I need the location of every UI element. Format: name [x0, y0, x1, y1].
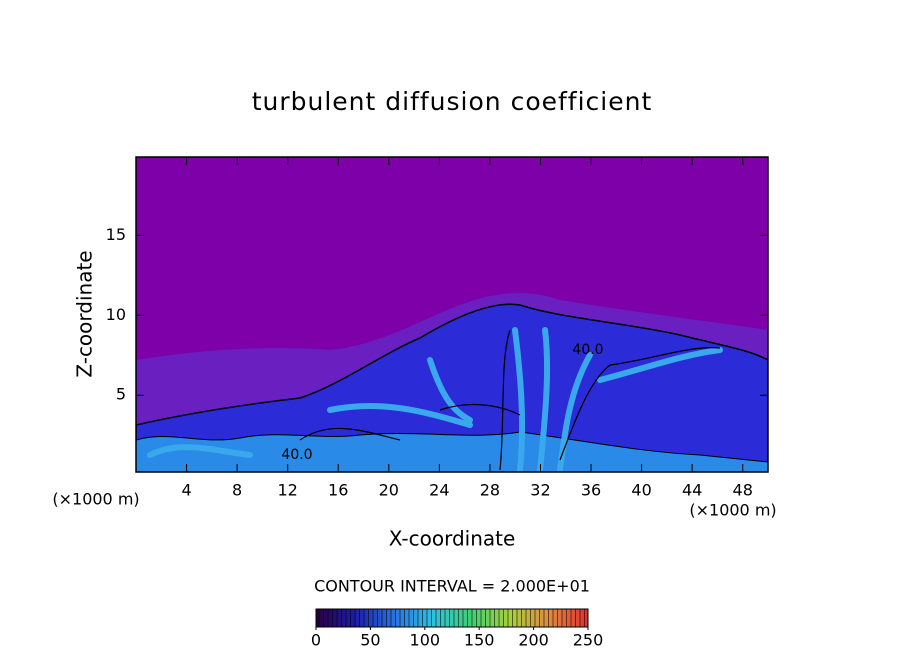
x-tick-label: 4 [181, 481, 191, 500]
colorbar-tick-label: 250 [573, 631, 604, 650]
colorbar-tick-label: 50 [360, 631, 380, 650]
x-unit: (×1000 m) [689, 501, 776, 520]
chart-title: turbulent diffusion coefficient [252, 87, 653, 116]
field-region [136, 303, 768, 472]
x-tick-label: 48 [733, 481, 753, 500]
field-region [136, 431, 768, 472]
x-tick-label: 40 [631, 481, 651, 500]
x-axis-label: X-coordinate [389, 527, 516, 551]
x-tick-label: 16 [328, 481, 348, 500]
colorbar-tick-label: 100 [410, 631, 441, 650]
contour-label: 40.0 [281, 447, 312, 463]
x-tick-label: 20 [379, 481, 399, 500]
x-tick-label: 32 [530, 481, 550, 500]
contour-lines [299, 329, 721, 471]
x-tick-label: 44 [682, 481, 702, 500]
x-tick-label: 12 [278, 481, 298, 500]
colorbar [315, 608, 589, 628]
x-tick-label: 8 [232, 481, 242, 500]
y-tick-label: 15 [106, 225, 126, 244]
y-axis-label: Z-coordinate [73, 250, 97, 377]
x-unit: (×1000 m) [52, 490, 139, 509]
field [136, 157, 768, 472]
y-tick-label: 5 [116, 385, 126, 404]
plot-frame [135, 156, 769, 473]
colorbar-tick-label: 150 [464, 631, 495, 650]
colorbar-tick-label: 0 [311, 631, 321, 650]
y-tick-label: 10 [106, 305, 126, 324]
x-tick-label: 24 [429, 481, 449, 500]
x-tick-label: 28 [480, 481, 500, 500]
colorbar-label: CONTOUR INTERVAL = 2.000E+01 [314, 577, 590, 596]
x-tick-label: 36 [581, 481, 601, 500]
colorbar-tick-label: 200 [518, 631, 549, 650]
contour-label: 40.0 [572, 342, 603, 358]
field-streaks [147, 327, 723, 472]
